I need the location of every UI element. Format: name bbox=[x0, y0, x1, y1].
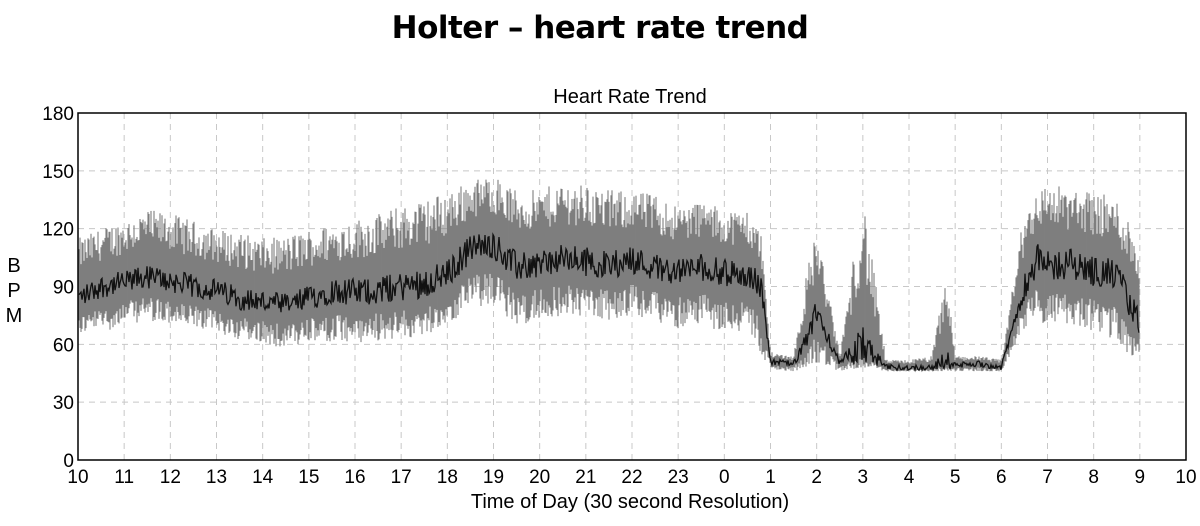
x-tick-label: 10 bbox=[1175, 467, 1196, 488]
y-axis-label-letter: M bbox=[6, 305, 23, 327]
x-tick-label: 13 bbox=[206, 467, 227, 488]
x-tick-label: 10 bbox=[67, 467, 88, 488]
x-tick-label: 23 bbox=[668, 467, 689, 488]
x-tick-label: 5 bbox=[950, 467, 961, 488]
y-tick-label: 60 bbox=[53, 335, 74, 356]
x-tick-label: 16 bbox=[344, 467, 365, 488]
y-axis-label: BPM bbox=[6, 255, 23, 327]
y-tick-label: 150 bbox=[42, 162, 74, 183]
x-tick-label: 1 bbox=[765, 467, 776, 488]
x-tick-label: 2 bbox=[811, 467, 822, 488]
x-tick-label: 12 bbox=[160, 467, 181, 488]
x-tick-label: 7 bbox=[1042, 467, 1053, 488]
mean-line-group bbox=[78, 232, 1140, 373]
y-tick-labels: 0 30 60 90 120 150 180 bbox=[42, 104, 74, 472]
x-tick-label: 17 bbox=[391, 467, 412, 488]
x-tick-label: 22 bbox=[621, 467, 642, 488]
x-tick-label: 19 bbox=[483, 467, 504, 488]
x-tick-label: 4 bbox=[904, 467, 915, 488]
x-tick-label: 14 bbox=[252, 467, 274, 488]
x-tick-label: 21 bbox=[575, 467, 596, 488]
x-tick-label: 0 bbox=[719, 467, 730, 488]
y-axis-label-letter: B bbox=[7, 255, 20, 277]
x-tick-label: 11 bbox=[114, 467, 134, 488]
x-tick-label: 3 bbox=[858, 467, 869, 488]
x-tick-label: 18 bbox=[437, 467, 458, 488]
y-tick-label: 0 bbox=[63, 451, 74, 472]
y-axis-label-letter: P bbox=[7, 280, 20, 302]
chart-title: Heart Rate Trend bbox=[553, 86, 706, 108]
x-tick-labels: 10 11 12 13 14 15 16 17 18 19 20 21 22 23 0 1 2 3 4 5 6 7 8 9 10 bbox=[67, 467, 1196, 488]
x-tick-label: 20 bbox=[529, 467, 550, 488]
slide-title: Holter – heart rate trend bbox=[391, 10, 809, 46]
x-tick-label: 8 bbox=[1088, 467, 1099, 488]
x-tick-label: 15 bbox=[298, 467, 319, 488]
y-tick-label: 120 bbox=[42, 220, 74, 241]
x-tick-label: 6 bbox=[996, 467, 1007, 488]
y-tick-label: 90 bbox=[53, 278, 74, 299]
mean-heart-rate-line bbox=[78, 232, 1140, 373]
range-band bbox=[78, 179, 1140, 372]
x-tick-label: 9 bbox=[1135, 467, 1146, 488]
chart-grid bbox=[78, 113, 1186, 460]
x-axis-label: Time of Day (30 second Resolution) bbox=[471, 491, 789, 513]
plot-frame bbox=[77, 112, 1187, 461]
y-tick-label: 180 bbox=[42, 104, 74, 125]
y-tick-label: 30 bbox=[53, 393, 74, 414]
